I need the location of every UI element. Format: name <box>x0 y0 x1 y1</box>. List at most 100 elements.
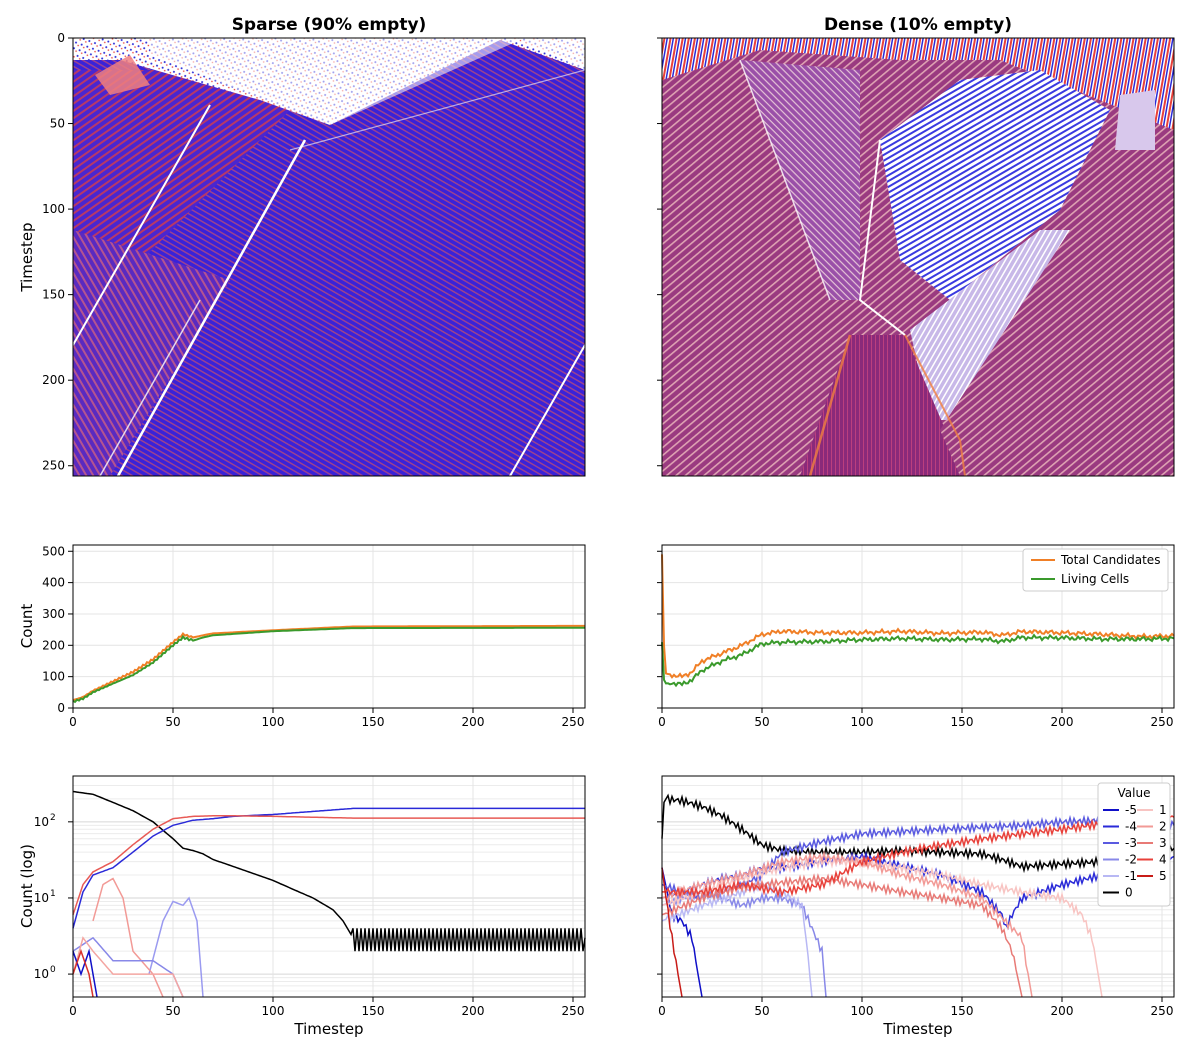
dense-values-frame <box>661 775 1175 998</box>
sparse-values-series-value-5 <box>72 948 94 998</box>
sparse-values-series-value--3 <box>72 936 184 998</box>
dense-region-right <box>940 140 1174 476</box>
sparse-count-ytick-label: 500 <box>42 544 65 558</box>
sparse-glider-line-1 <box>73 104 211 346</box>
sparse-heatmap-ytick-label: 200 <box>42 373 65 387</box>
dense-region-left-triangle <box>740 60 860 300</box>
value-legend-label--2: -2 <box>1125 853 1137 867</box>
sparse-count-xtick-label: 150 <box>362 715 385 729</box>
dense-heatmap-frame <box>661 37 1175 477</box>
value-legend: Value -5 -4 -3 -2 -1 0 1 2 3 4 5 <box>1097 782 1171 907</box>
value-legend-label--5: -5 <box>1125 803 1137 817</box>
sparse-heatmap <box>72 37 586 477</box>
sparse-heatmap-ytick-label: 150 <box>42 288 65 302</box>
dense-values-xtick-label: 0 <box>658 1004 666 1018</box>
sparse-values-xtick-label: 150 <box>362 1004 385 1018</box>
sparse-heatmap-ytick-label: 100 <box>42 202 65 216</box>
sparse-values-series-value-4 <box>72 815 585 916</box>
sparse-values-series-value-3 <box>72 936 184 998</box>
dense-heatmap <box>661 37 1175 477</box>
dense-title: Dense (10% empty) <box>824 15 1012 35</box>
sparse-count-xtick-label: 250 <box>562 715 585 729</box>
sparse-values-xtick-label: 50 <box>165 1004 180 1018</box>
sparse-heatmap-ytick-label: 250 <box>42 459 65 473</box>
legend-label-living-cells: Living Cells <box>1061 572 1129 586</box>
dense-values-series-value--3 <box>661 814 1175 905</box>
sparse-glider-line-4 <box>509 344 585 476</box>
sparse-heatmap-yaxis: 0 50 100 150 200 250 <box>42 31 73 473</box>
sparse-count-frame <box>72 544 586 709</box>
sparse-count-xtick-label: 200 <box>462 715 485 729</box>
dense-region-blue-center <box>880 70 1110 300</box>
sparse-count-plot: 0 50 100 150 200 250 0 100 200 300 400 500 <box>42 544 586 729</box>
sparse-count-ytick-label: 100 <box>42 670 65 684</box>
sparse-values-series-value-2 <box>92 877 164 998</box>
sparse-heatmap-ytick-label: 50 <box>50 117 65 131</box>
dense-values-plot: 0 50 100 150 200 250 <box>657 775 1175 1018</box>
sparse-values-ytick-exponent: 2 <box>50 813 56 823</box>
sparse-glider-line-5 <box>289 69 585 151</box>
sparse-values-xtick-label: 0 <box>69 1004 77 1018</box>
sparse-count-ytick-label: 400 <box>42 576 65 590</box>
dense-region-lavender-patch <box>1115 90 1155 150</box>
sparse-heatmap-frame <box>72 37 586 477</box>
sparse-glider-line-2 <box>116 139 307 476</box>
dense-boundary-1 <box>858 139 906 336</box>
sparse-count-ytick-label: 200 <box>42 638 65 652</box>
dense-count-series-living-cells <box>661 633 1175 688</box>
sparse-values-series-value--4 <box>72 807 585 929</box>
sparse-count-xtick-label: 100 <box>262 715 285 729</box>
value-legend-label--1: -1 <box>1125 869 1137 883</box>
sparse-count-xtick-label: 50 <box>165 715 180 729</box>
dense-boundary-4 <box>739 59 831 301</box>
sparse-values-series-value-0 <box>72 790 586 952</box>
dense-count-frame <box>661 544 1175 709</box>
dense-count-xtick-label: 250 <box>1151 715 1174 729</box>
dense-values-xtick-label: 50 <box>754 1004 769 1018</box>
dense-count-series-total-candidates <box>661 554 1175 679</box>
value-legend-label--3: -3 <box>1125 836 1137 850</box>
sparse-heatmap-ytick-label: 0 <box>57 31 65 45</box>
dense-boundary-3 <box>808 334 852 476</box>
sparse-values-frame <box>72 775 586 998</box>
dense-values-series-value-4 <box>662 811 1175 900</box>
dense-boundary-2 <box>904 334 966 476</box>
dense-count-xtick-label: 150 <box>951 715 974 729</box>
dense-count-xtick-label: 50 <box>754 715 769 729</box>
value-legend-label--4: -4 <box>1125 820 1137 834</box>
dense-values-xtick-label: 200 <box>1051 1004 1074 1018</box>
dense-values-series-value-1 <box>661 855 1103 998</box>
sparse-values-ylabel: Count (log) <box>18 844 36 928</box>
sparse-glider-line-3 <box>99 299 201 476</box>
sparse-values-xtick-label: 250 <box>562 1004 585 1018</box>
dense-values-series-value-2 <box>661 850 1033 998</box>
sparse-region-left <box>73 230 230 476</box>
dense-region-top <box>662 38 1174 130</box>
dense-values-series-value-5 <box>661 867 683 998</box>
dense-count-xtick-label: 100 <box>851 715 874 729</box>
value-legend-label-1: 1 <box>1159 803 1167 817</box>
value-legend-label-2: 2 <box>1159 820 1167 834</box>
dense-values-xtick-label: 150 <box>951 1004 974 1018</box>
dense-count-xtick-label: 200 <box>1051 715 1074 729</box>
sparse-count-series-total-candidates <box>72 624 585 702</box>
sparse-count-series-living-cells <box>72 626 585 704</box>
dense-values-xlabel: Timestep <box>882 1020 952 1038</box>
value-legend-label-4: 4 <box>1159 853 1167 867</box>
sparse-values-ytick-label: 10 <box>34 967 49 981</box>
sparse-values-xlabel: Timestep <box>293 1020 363 1038</box>
sparse-count-ytick-label: 0 <box>57 701 65 715</box>
value-legend-label-5: 5 <box>1159 869 1167 883</box>
value-legend-label-0: 0 <box>1125 886 1133 900</box>
sparse-title: Sparse (90% empty) <box>232 15 427 35</box>
legend-label-total-candidates: Total Candidates <box>1060 553 1160 567</box>
sparse-heatmap-ylabel: Timestep <box>18 222 36 292</box>
sparse-values-ytick-exponent: 0 <box>50 965 56 975</box>
sparse-values-ytick-label: 10 <box>34 891 49 905</box>
value-legend-title: Value <box>1118 786 1151 800</box>
dense-values-xtick-label: 100 <box>851 1004 874 1018</box>
count-legend: Total Candidates Living Cells <box>1022 548 1169 592</box>
count-legend-box <box>1022 548 1169 592</box>
